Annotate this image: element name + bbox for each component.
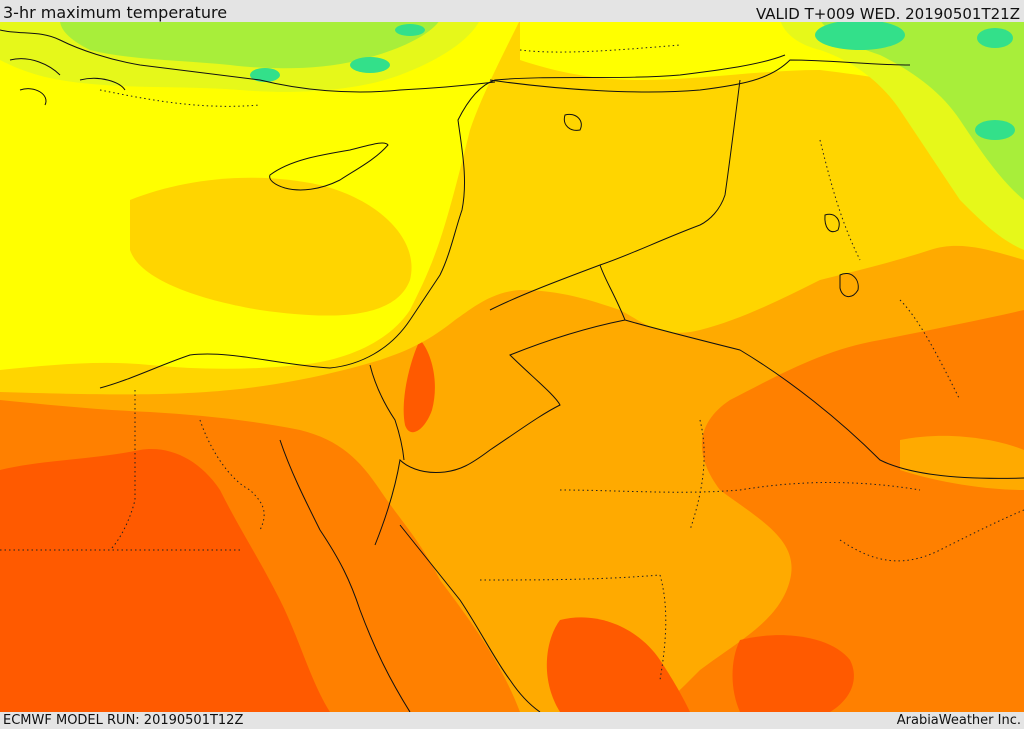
temperature-spot-cool-green <box>977 28 1013 48</box>
lake-outline <box>824 213 840 233</box>
coastline-gulf-of-aqaba <box>374 458 446 546</box>
valid-time-label: VALID T+009 WED. 20190501T21Z <box>755 5 1020 23</box>
border-iraq-saudi-arabia <box>624 319 1024 479</box>
cyprus-outline <box>269 142 389 191</box>
temperature-region-dark-orange-south <box>546 617 690 712</box>
internal-boundary-saudi-arabia <box>559 482 921 493</box>
internal-boundary-iraq <box>899 299 961 401</box>
temperature-region-dark-orange-southwest <box>0 449 330 712</box>
lake-outline <box>839 273 859 297</box>
border-jordan-iraq <box>444 264 626 473</box>
temperature-region-light-green-northeast <box>820 20 1024 200</box>
map-footer: ECMWF MODEL RUN: 20190501T12Z ArabiaWeat… <box>0 712 1024 729</box>
coastline-red-sea-east <box>399 524 541 712</box>
temperature-map <box>0 20 1024 712</box>
internal-boundary-saudi-arabia <box>659 574 667 681</box>
internal-boundary-saudi-arabia <box>479 574 661 581</box>
internal-boundary-iraq <box>819 139 861 261</box>
aegean-islands-outline <box>9 58 126 106</box>
coastlines-and-borders <box>0 29 1024 712</box>
map-header: 3-hr maximum temperature VALID T+009 WED… <box>0 0 1024 23</box>
map-title: 3-hr maximum temperature <box>3 3 228 22</box>
temperature-patch-gold-sea <box>130 177 412 316</box>
lake-outline <box>563 113 582 131</box>
administrative-boundaries <box>0 44 1024 681</box>
internal-boundary-turkey <box>519 44 681 53</box>
coastline-gulf-of-suez <box>369 364 405 461</box>
temperature-patch-light-orange-east <box>900 435 1024 490</box>
temperature-spot-cool-green <box>975 120 1015 140</box>
credit-label: ArabiaWeather Inc. <box>896 713 1021 728</box>
temperature-strip-dark-orange-jordan-valley <box>403 340 435 433</box>
temperature-region-dark-orange-southeast <box>732 635 854 712</box>
border-syria-iraq-east <box>489 79 741 311</box>
coastline-egypt-levant <box>99 54 786 389</box>
coastline-red-sea-west <box>279 439 411 712</box>
temperature-map-svg <box>0 20 1024 712</box>
internal-boundary-turkey <box>99 89 261 107</box>
coastline-turkey <box>0 29 496 93</box>
temperature-spot-cool-green <box>815 20 905 50</box>
temperature-spot-cool-green <box>250 68 280 82</box>
internal-boundary-saudi-arabia <box>689 419 705 531</box>
border-syria-iraq-north <box>489 59 911 93</box>
model-run-label: ECMWF MODEL RUN: 20190501T12Z <box>3 713 244 728</box>
temperature-spot-cool-green <box>395 24 425 36</box>
temperature-spot-cool-green <box>350 57 390 73</box>
temperature-region-light-green-north <box>60 20 440 69</box>
